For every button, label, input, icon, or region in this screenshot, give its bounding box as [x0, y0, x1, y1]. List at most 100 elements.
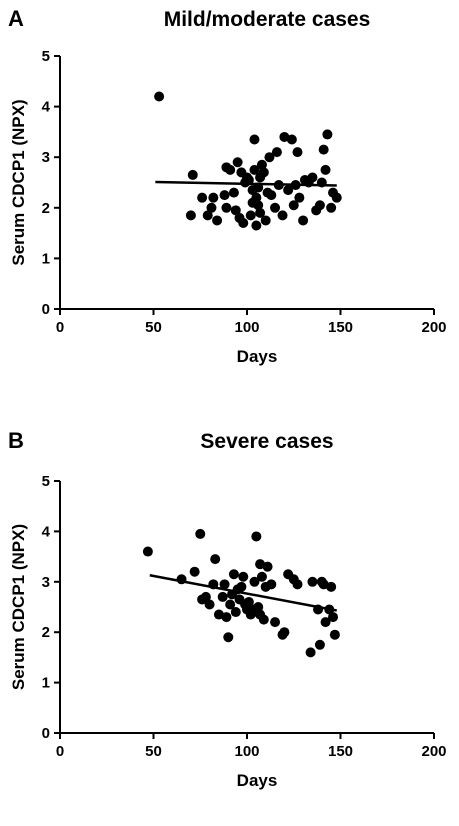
data-point — [270, 617, 281, 628]
x-tick-label: 150 — [328, 743, 353, 760]
data-point — [243, 174, 254, 185]
data-point — [210, 554, 221, 565]
x-tick-label: 0 — [56, 319, 64, 336]
data-point — [245, 210, 256, 221]
panel-label: B — [8, 428, 24, 453]
x-tick-label: 100 — [234, 743, 259, 760]
data-point — [189, 566, 200, 577]
data-point — [322, 129, 333, 140]
data-point — [249, 576, 260, 587]
data-point — [270, 202, 281, 213]
data-point — [305, 647, 316, 658]
data-point — [331, 192, 342, 203]
data-point — [219, 579, 230, 590]
data-point — [314, 200, 325, 211]
data-point — [185, 210, 196, 221]
data-point — [228, 187, 239, 198]
data-point — [266, 579, 277, 590]
y-tick-label: 1 — [42, 675, 50, 692]
x-tick-label: 150 — [328, 319, 353, 336]
y-axis-label: Serum CDCP1 (NPX) — [9, 524, 28, 690]
chart-panel-b: B Severe cases 0 1 2 3 4 5 0 50 100 150 200 Days Serum… — [0, 424, 459, 826]
data-point — [264, 152, 275, 163]
data-point — [326, 581, 337, 592]
data-point — [204, 599, 215, 610]
data-point — [326, 202, 337, 213]
y-tick-label: 2 — [42, 200, 50, 217]
y-tick-label: 0 — [42, 301, 50, 318]
data-point — [253, 200, 264, 211]
data-point — [206, 202, 217, 213]
data-point — [279, 627, 290, 638]
data-point — [307, 172, 318, 183]
x-tick-label: 0 — [56, 743, 64, 760]
y-tick-label: 1 — [42, 250, 50, 267]
data-point — [255, 207, 266, 218]
x-tick-label: 50 — [145, 743, 162, 760]
data-point — [283, 185, 294, 196]
x-tick-label: 100 — [234, 319, 259, 336]
y-tick-label: 5 — [42, 473, 50, 490]
x-tick-label: 200 — [421, 319, 446, 336]
data-point — [256, 571, 267, 582]
data-point — [286, 134, 297, 145]
data-point — [251, 531, 262, 542]
data-point — [318, 144, 329, 155]
data-point — [230, 205, 241, 216]
data-point — [223, 632, 234, 643]
data-point — [256, 159, 267, 170]
chart-title: Severe cases — [200, 430, 333, 453]
data-point — [228, 569, 239, 580]
data-point — [266, 190, 277, 201]
data-point — [320, 617, 331, 628]
data-point — [251, 220, 262, 231]
data-point — [292, 147, 303, 158]
data-point — [195, 528, 206, 539]
data-point — [258, 614, 269, 625]
data-point — [288, 200, 299, 211]
data-point — [232, 157, 243, 168]
y-tick-label: 2 — [42, 624, 50, 641]
y-tick-label: 3 — [42, 149, 50, 166]
data-point — [187, 169, 198, 180]
data-point — [314, 639, 325, 650]
data-point — [219, 190, 230, 201]
x-axis-label: Days — [237, 347, 278, 366]
panel-label: A — [8, 6, 24, 31]
data-point — [277, 210, 288, 221]
data-point — [298, 215, 309, 226]
data-point — [154, 91, 165, 102]
data-point — [320, 164, 331, 175]
data-point — [236, 581, 247, 592]
data-point — [197, 192, 208, 203]
data-point — [200, 591, 211, 602]
regression-line — [149, 574, 337, 612]
x-tick-label: 200 — [421, 743, 446, 760]
data-point — [221, 612, 232, 623]
y-tick-label: 0 — [42, 725, 50, 742]
data-point — [328, 612, 339, 623]
y-tick-label: 5 — [42, 48, 50, 65]
data-point — [262, 561, 273, 572]
x-axis-label: Days — [237, 771, 278, 790]
data-point — [243, 596, 254, 607]
data-point — [142, 546, 153, 557]
data-point — [260, 215, 271, 226]
chart-panel-a: A Mild/moderate cases 0 1 2 3 4 5 0 50 100 150 200 Da… — [0, 0, 459, 402]
x-tick-label: 50 — [145, 319, 162, 336]
data-point — [238, 217, 249, 228]
y-tick-label: 3 — [42, 574, 50, 591]
y-tick-label: 4 — [42, 523, 51, 540]
data-point — [329, 629, 340, 640]
data-point — [307, 576, 318, 587]
data-point — [225, 599, 236, 610]
data-point — [249, 164, 260, 175]
data-point — [294, 192, 305, 203]
y-axis-label: Serum CDCP1 (NPX) — [9, 99, 28, 265]
data-point — [253, 602, 264, 612]
regression-line — [155, 180, 337, 187]
chart-title: Mild/moderate cases — [164, 8, 371, 31]
data-point — [258, 167, 269, 178]
data-point — [251, 192, 262, 203]
